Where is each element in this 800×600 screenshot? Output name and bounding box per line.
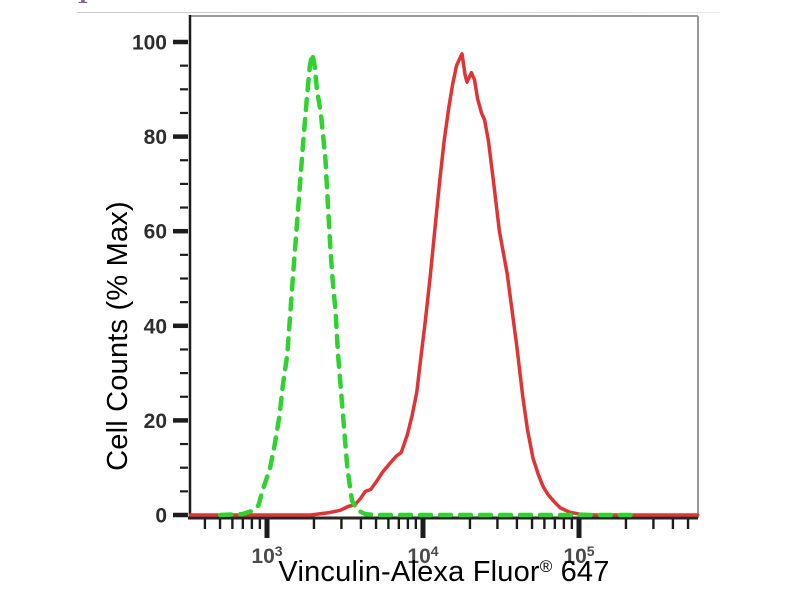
x-tick-label: 103 xyxy=(251,543,283,568)
x-axis-title: Vinculin-Alexa Fluor® 647 xyxy=(190,556,698,589)
y-tick-label: 100 xyxy=(132,32,167,55)
x-tick-label: 104 xyxy=(407,543,439,568)
x-axis-title-main: Vinculin-Alexa Fluor xyxy=(278,556,540,588)
green-dashed-curve xyxy=(217,51,633,518)
red-solid-curve xyxy=(188,52,700,517)
cropped-header-rule xyxy=(77,12,720,13)
y-axis-title: Cell Counts (% Max) xyxy=(102,201,134,471)
y-tick-label: 0 xyxy=(155,505,167,528)
y-tick-label: 60 xyxy=(144,221,167,244)
y-tick-label: 40 xyxy=(144,315,167,338)
y-tick-label: 80 xyxy=(144,126,167,149)
x-axis-title-tail: 647 xyxy=(552,556,610,588)
cropped-text-glyph: 1 xyxy=(76,0,94,7)
registered-trademark-symbol: ® xyxy=(539,557,553,576)
y-tick-label: 20 xyxy=(144,410,167,433)
x-tick-label: 105 xyxy=(563,543,595,568)
cropped-text-fragment: 1 xyxy=(76,0,94,9)
